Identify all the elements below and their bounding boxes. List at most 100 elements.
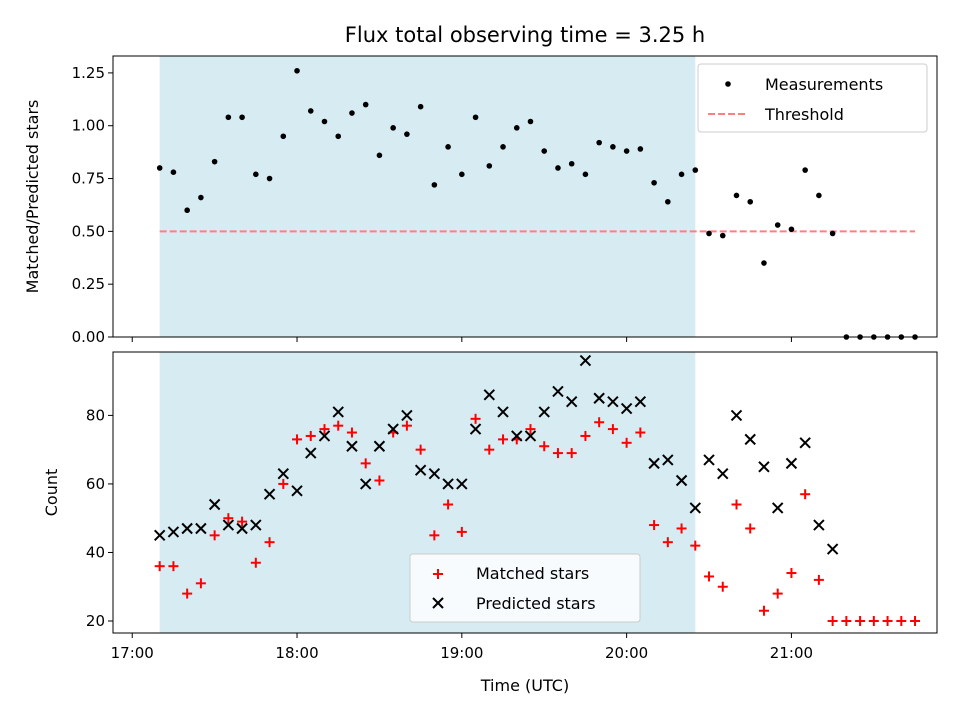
measurement-point [706,230,712,237]
measurement-point [335,133,342,140]
matched-star-point [745,523,756,534]
predicted-star-point [511,430,523,442]
measurement-point [527,118,534,125]
predicted-star-point [607,395,619,408]
measurement-point [198,194,204,201]
legend-matched-label: Matched stars [476,564,589,583]
predicted-star-point [236,522,248,535]
matched-star-point [443,499,454,510]
measurement-point [541,148,548,154]
predicted-star-point [497,406,509,418]
measurement-point [816,192,822,199]
y-tick-label: 0.50 [72,222,105,240]
legend-measurements-marker [725,81,731,87]
legend-threshold-label: Threshold [764,105,844,124]
chart-title: Flux total observing time = 3.25 h [345,23,705,47]
measurement-point [486,163,493,169]
measurement-point [253,171,259,178]
legend-predicted-marker [432,597,444,609]
measurement-point [239,114,245,121]
measurement-point [266,175,273,182]
measurement-point [362,101,369,108]
count-legend-frame [409,553,641,623]
predicted-star-point [675,474,688,487]
matched-star-point [154,561,165,572]
matched-star-point [690,540,701,551]
x-axis-label: Time (UTC) [480,676,569,695]
matched-star-point [731,499,742,510]
measurement-point [582,171,589,178]
matched-star-point [910,616,921,627]
measurement-point [170,169,177,176]
measurement-point [747,198,754,205]
measurement-point [802,167,808,173]
measurement-point [225,114,232,121]
measurement-point [733,192,740,199]
predicted-star-point [305,447,317,459]
matched-star-point [676,523,687,534]
predicted-star-point [387,423,399,435]
count-panel: 20 40 60 80 17:00 18:00 19:00 20:00 21:00 Count… [42,351,938,662]
predicted-star-point [730,409,743,422]
measurement-point [651,179,657,186]
matched-star-point [868,616,879,627]
matched-star-point [264,537,275,548]
matched-star-point [498,434,509,445]
predicted-star-point [181,522,193,535]
y-tick-label: 60 [86,475,105,493]
measurement-point [513,125,520,131]
predicted-star-point [524,430,537,442]
predicted-star-point [318,430,331,442]
measurement-point [390,125,396,131]
predicted-star-point [717,467,729,480]
measurement-point [459,171,465,178]
matched-star-point [182,588,193,599]
predicted-star-point [483,389,496,401]
predicted-star-point [428,467,441,480]
matched-star-point [841,616,852,627]
y-tick-label: 20 [86,612,105,630]
matched-star-point [292,434,303,445]
predicted-star-point [456,478,468,490]
predicted-star-point [552,385,564,398]
matched-star-point [717,581,728,592]
y-tick-label: 0.25 [72,275,105,293]
matched-star-point [470,413,481,424]
measurement-point [568,160,575,167]
matched-star-point [401,420,412,431]
predicted-star-point [263,488,276,500]
measurement-point [774,222,781,228]
measurement-point [761,260,767,266]
predicted-star-point [442,478,454,490]
measurement-point [211,158,218,165]
predicted-star-point [277,467,290,480]
measurement-point [472,114,479,121]
ratio-x-axis [131,337,792,342]
matched-star-point [827,616,838,627]
count-legend: Matched stars Predicted stars [409,553,641,623]
predicted-star-point [703,454,715,466]
matched-star-point [415,444,426,455]
predicted-star-point [771,502,784,514]
legend-measurements-label: Measurements [765,75,883,94]
matched-star-point [305,430,316,441]
predicted-star-point [346,440,358,452]
matched-star-point [250,557,261,568]
predicted-star-point [593,392,605,404]
matched-star-point [319,424,330,435]
count-y-axis-label: Count [42,469,61,517]
ratio-y-axis-label: Matched/Predicted stars [23,100,42,294]
ratio-legend-frame [697,63,928,133]
measurement-point [678,171,685,178]
matched-star-point [649,520,660,531]
matched-star-point [278,478,289,489]
predicted-star-point [620,402,633,415]
matched-star-point [346,427,357,438]
predicted-star-point [662,454,674,466]
predicted-star-point [579,354,592,367]
matched-star-point [209,530,220,541]
x-tick-label: 20:00 [605,644,648,662]
matched-star-point [621,437,632,448]
y-tick-label: 40 [86,543,105,561]
